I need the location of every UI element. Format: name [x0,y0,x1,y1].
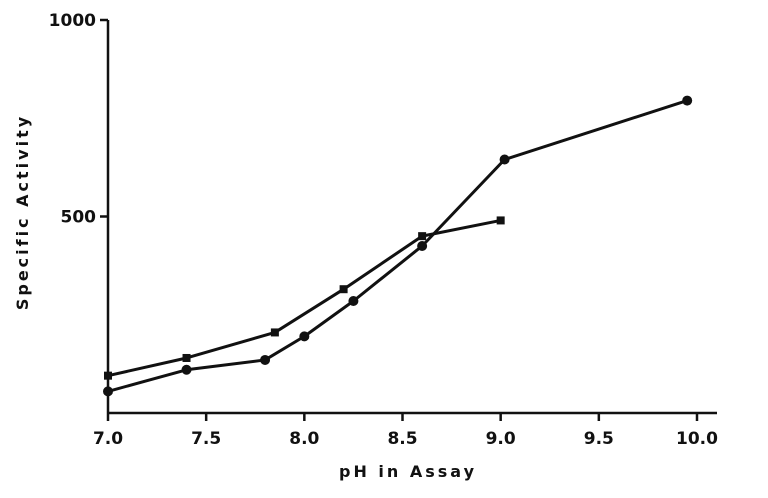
series-1 [104,216,505,380]
series-1-square-point [339,285,348,294]
x-tick-label: 7.0 [93,429,123,449]
y-tick-label: 500 [61,208,97,228]
series-2-circle-point [103,386,113,397]
series-1-square-point [182,353,191,362]
x-tick-label: 8.0 [289,429,319,449]
series-1-square-point [270,328,279,337]
series-2-circle-point [260,354,271,365]
x-axis-title: pH in Assay [339,462,477,481]
y-tick-label: 1000 [49,11,96,31]
series-2-circle-point [299,331,310,342]
series-2-circle-point [682,95,693,106]
series-1-square-point [496,216,505,225]
series-1-square-point [104,371,112,380]
x-tick-label: 10.0 [676,429,718,449]
y-axis-title: Specific Activity [13,114,32,310]
x-tick-label: 9.0 [486,429,516,449]
x-tick-label: 8.5 [387,429,417,449]
series-2 [103,95,693,397]
series-2-circle-point [499,154,510,165]
series-1-line [107,218,501,378]
series-2-circle-point [181,364,192,375]
series-2-circle-point [417,240,428,251]
series-2-line [107,99,688,393]
series-1-square-point [418,232,427,241]
x-tick-label: 9.5 [584,429,614,449]
series-layer [103,95,693,397]
series-2-circle-point [348,295,359,306]
x-tick-label: 7.5 [191,429,221,449]
axes: 7.0 7.5 8.0 8.5 9.0 9.5 10.0 500 1000 [49,11,718,449]
